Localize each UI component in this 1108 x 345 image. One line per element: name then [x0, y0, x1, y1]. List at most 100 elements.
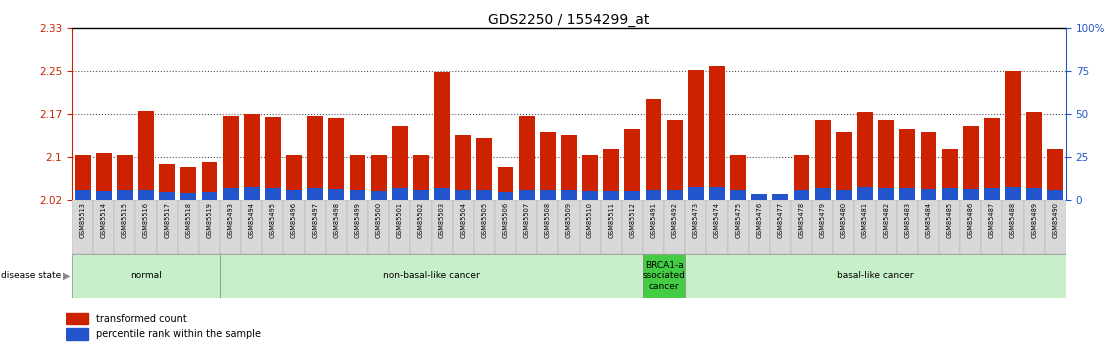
- Bar: [561, 190, 577, 200]
- Bar: [791, 200, 812, 254]
- Bar: [875, 200, 896, 254]
- Bar: [730, 155, 746, 200]
- Bar: [858, 187, 873, 200]
- Text: GSM85499: GSM85499: [355, 202, 360, 238]
- Bar: [326, 200, 347, 254]
- Bar: [434, 72, 450, 200]
- Bar: [854, 200, 875, 254]
- Bar: [770, 200, 791, 254]
- Text: GSM85498: GSM85498: [334, 202, 339, 238]
- Text: GSM85494: GSM85494: [249, 202, 255, 238]
- Bar: [961, 200, 982, 254]
- Bar: [921, 189, 936, 200]
- Bar: [921, 132, 936, 200]
- Bar: [413, 155, 429, 200]
- Text: GSM85480: GSM85480: [841, 202, 847, 238]
- Bar: [772, 194, 789, 200]
- Bar: [286, 155, 302, 200]
- Bar: [707, 200, 728, 254]
- Bar: [579, 200, 601, 254]
- Bar: [389, 200, 410, 254]
- Bar: [751, 194, 767, 200]
- Bar: [1026, 188, 1043, 200]
- Text: GSM85488: GSM85488: [1010, 202, 1016, 238]
- Bar: [95, 153, 112, 200]
- Bar: [220, 254, 643, 298]
- Bar: [540, 190, 556, 200]
- Text: GSM85485: GSM85485: [946, 202, 953, 238]
- Bar: [284, 200, 305, 254]
- Text: BRCA1-a
ssociated
cancer: BRCA1-a ssociated cancer: [643, 261, 686, 291]
- Bar: [1005, 71, 1020, 200]
- Text: GSM85477: GSM85477: [778, 202, 783, 238]
- Bar: [812, 200, 833, 254]
- Text: disease state: disease state: [1, 272, 61, 280]
- Bar: [963, 189, 978, 200]
- Bar: [410, 200, 431, 254]
- Bar: [244, 114, 259, 200]
- Bar: [858, 112, 873, 200]
- Bar: [66, 313, 88, 324]
- Text: GSM85506: GSM85506: [503, 202, 509, 238]
- Bar: [135, 200, 156, 254]
- Bar: [516, 200, 537, 254]
- Bar: [793, 190, 810, 200]
- Bar: [728, 200, 749, 254]
- Text: GSM85519: GSM85519: [206, 202, 213, 238]
- Text: GSM85487: GSM85487: [988, 202, 995, 238]
- Bar: [835, 190, 852, 200]
- Bar: [984, 188, 999, 200]
- Bar: [643, 200, 664, 254]
- Text: GSM85483: GSM85483: [904, 202, 911, 238]
- Text: GSM85490: GSM85490: [1053, 202, 1058, 238]
- Bar: [814, 120, 831, 200]
- Bar: [431, 200, 453, 254]
- Bar: [751, 197, 767, 200]
- Bar: [223, 188, 238, 200]
- Text: percentile rank within the sample: percentile rank within the sample: [95, 329, 260, 339]
- Bar: [305, 200, 326, 254]
- Text: GSM85507: GSM85507: [524, 202, 530, 238]
- Bar: [896, 200, 917, 254]
- Text: GSM85486: GSM85486: [967, 202, 974, 238]
- Bar: [835, 132, 852, 200]
- Bar: [519, 190, 534, 200]
- Bar: [709, 66, 725, 200]
- Bar: [917, 200, 938, 254]
- Bar: [72, 200, 93, 254]
- Text: GSM85476: GSM85476: [757, 202, 762, 238]
- Bar: [730, 190, 746, 200]
- Text: GSM85491: GSM85491: [650, 202, 657, 238]
- Bar: [519, 116, 534, 200]
- Bar: [1024, 200, 1045, 254]
- Bar: [688, 187, 704, 200]
- Bar: [495, 200, 516, 254]
- Bar: [263, 200, 284, 254]
- Bar: [160, 192, 175, 200]
- Bar: [242, 200, 263, 254]
- Bar: [455, 190, 471, 200]
- Bar: [963, 127, 978, 200]
- Bar: [202, 192, 217, 200]
- Bar: [307, 188, 324, 200]
- Bar: [265, 117, 280, 200]
- Bar: [74, 155, 91, 200]
- Bar: [1005, 187, 1020, 200]
- Bar: [156, 200, 177, 254]
- Text: GSM85512: GSM85512: [629, 202, 635, 238]
- Bar: [1047, 149, 1064, 200]
- Text: GSM85501: GSM85501: [397, 202, 403, 238]
- Bar: [181, 167, 196, 200]
- Bar: [95, 191, 112, 200]
- Bar: [772, 197, 789, 200]
- Bar: [558, 200, 579, 254]
- Bar: [368, 200, 389, 254]
- Text: GSM85481: GSM85481: [862, 202, 868, 238]
- Bar: [582, 155, 598, 200]
- Bar: [199, 200, 220, 254]
- Bar: [117, 155, 133, 200]
- Bar: [347, 200, 368, 254]
- Bar: [833, 200, 854, 254]
- Text: GSM85505: GSM85505: [481, 202, 488, 238]
- Bar: [286, 190, 302, 200]
